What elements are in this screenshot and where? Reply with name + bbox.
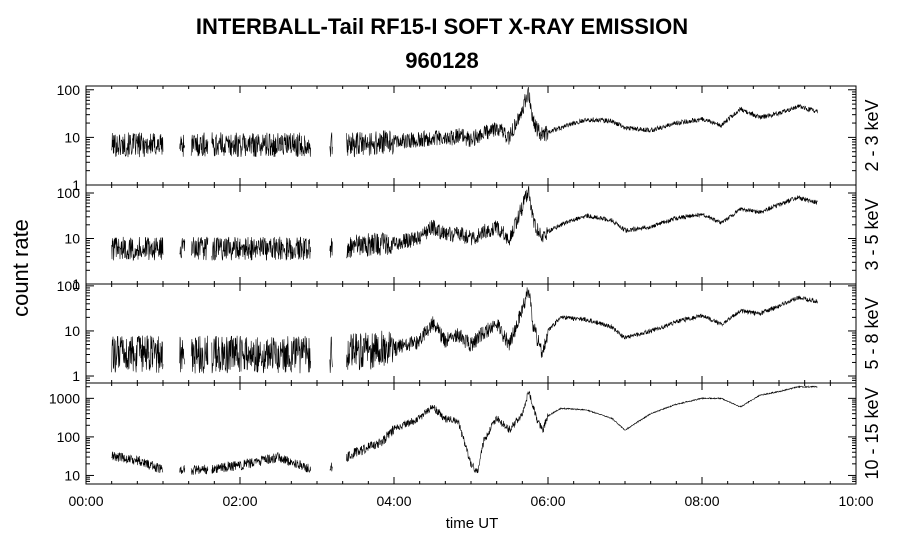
energy-band-label: 10 - 15 keV <box>862 387 882 479</box>
panel-3: 1 10 100 5 - 8 keV <box>57 278 882 384</box>
y-tick-label: 100 <box>57 278 81 294</box>
series-line-4 <box>111 385 818 475</box>
y-tick-label: 100 <box>57 185 81 201</box>
energy-band-label: 5 - 8 keV <box>862 297 882 369</box>
x-tick-label: 06:00 <box>530 493 565 509</box>
y-tick-label: 10 <box>64 231 80 247</box>
y-tick-label: 100 <box>57 429 81 445</box>
x-tick-label: 04:00 <box>376 493 411 509</box>
y-tick-label: 1 <box>72 276 80 292</box>
series-line-2 <box>111 185 818 262</box>
y-tick-label: 10 <box>64 129 80 145</box>
series-line-3 <box>111 287 818 374</box>
series-line-1 <box>111 86 818 158</box>
panel-4: 10 100 1000 10 - 15 keV <box>49 382 882 485</box>
energy-band-label: 3 - 5 keV <box>862 198 882 270</box>
y-axis-label: count rate <box>8 219 33 317</box>
y-tick-label: 100 <box>57 82 81 98</box>
energy-band-label: 2 - 3 keV <box>862 99 882 171</box>
y-tick-label: 1 <box>72 177 80 193</box>
y-tick-label: 10 <box>64 467 80 483</box>
chart-title: INTERBALL-Tail RF15-I SOFT X-RAY EMISSIO… <box>196 14 688 39</box>
panels-layer: 1 10 100 2 - 3 keV 1 10 100 3 - 5 keV 1 10 100 5 - … <box>49 82 882 509</box>
x-tick-label: 02:00 <box>222 493 257 509</box>
panel-1: 1 10 100 2 - 3 keV <box>57 82 882 193</box>
chart-subtitle: 960128 <box>405 48 478 73</box>
y-tick-label: 1000 <box>49 390 80 406</box>
x-axis-label: time UT <box>446 515 499 532</box>
panel-2: 1 10 100 3 - 5 keV <box>57 184 882 292</box>
y-tick-label: 10 <box>64 323 80 339</box>
panel-frame-4 <box>85 382 857 485</box>
x-tick-label: 10:00 <box>838 493 873 509</box>
y-tick-label: 1 <box>72 368 80 384</box>
x-tick-label: 08:00 <box>684 493 719 509</box>
x-tick-label: 00:00 <box>68 493 103 509</box>
